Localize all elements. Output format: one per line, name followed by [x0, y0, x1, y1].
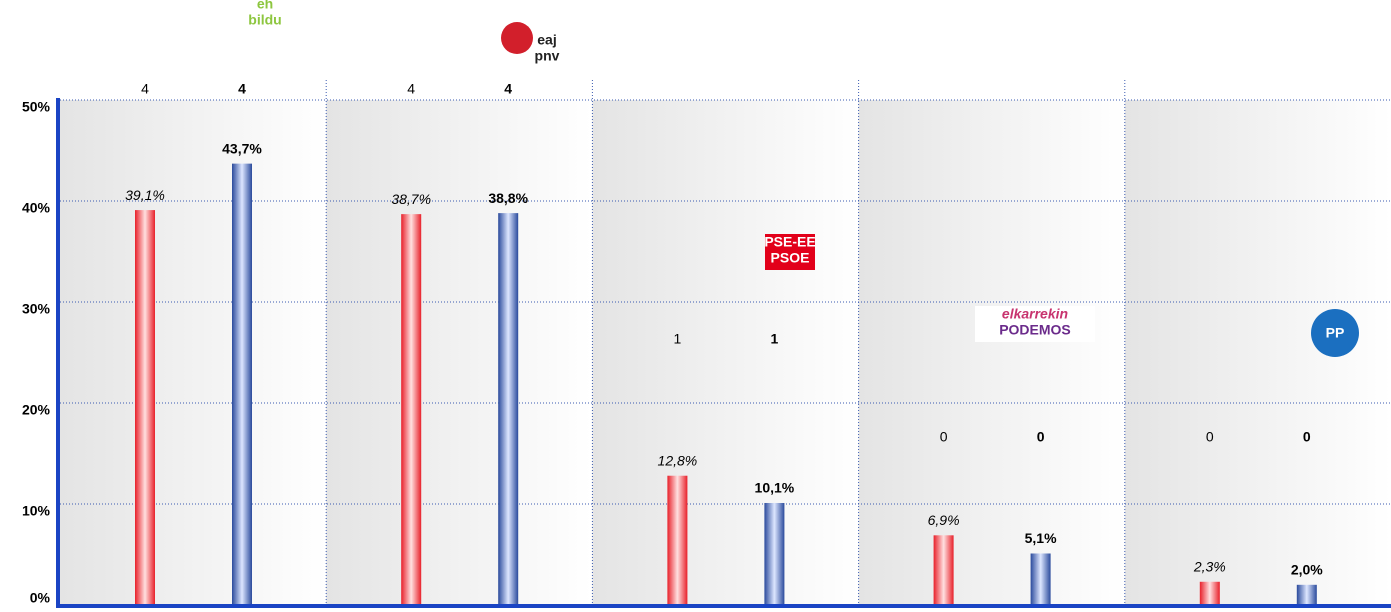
- logo-text: PODEMOS: [999, 322, 1071, 338]
- seat-count: 4: [407, 81, 415, 97]
- band-background: [592, 100, 859, 605]
- value-label: 5,1%: [1025, 530, 1057, 546]
- y-tick-label: 0%: [30, 590, 51, 606]
- bar: [1296, 584, 1317, 605]
- logo-text: eaj: [537, 32, 556, 48]
- value-label: 10,1%: [755, 480, 795, 496]
- value-label: 39,1%: [125, 187, 165, 203]
- y-tick-label: 10%: [22, 503, 51, 519]
- seat-count: 0: [1037, 429, 1045, 445]
- value-label: 38,8%: [488, 190, 528, 206]
- bar: [401, 214, 422, 605]
- logo-text: PP: [1326, 325, 1345, 341]
- y-tick-label: 20%: [22, 402, 51, 418]
- logo-text: PSOE: [771, 250, 810, 266]
- bar: [1030, 553, 1051, 605]
- logo-text: pnv: [535, 48, 560, 64]
- bar: [135, 210, 155, 605]
- logo: [975, 306, 1095, 342]
- value-label: 43,7%: [222, 140, 262, 156]
- seat-count: 4: [141, 81, 149, 97]
- logo-text: elkarrekin: [1002, 306, 1068, 322]
- y-tick-label: 50%: [22, 99, 51, 115]
- bar: [232, 163, 252, 605]
- bar: [764, 502, 785, 605]
- value-label: 6,9%: [928, 512, 960, 528]
- band-background: [1124, 100, 1391, 605]
- logo: [1311, 309, 1359, 357]
- seat-count: 0: [1206, 429, 1214, 445]
- seat-count: 4: [238, 81, 246, 97]
- bar: [933, 535, 954, 605]
- band-background: [326, 100, 593, 605]
- logo: [765, 234, 815, 270]
- logo-text: eh: [257, 0, 273, 12]
- logo-text: PSE-EE: [764, 234, 815, 250]
- value-label: 12,8%: [658, 452, 698, 468]
- y-tick-label: 30%: [22, 301, 51, 317]
- seat-count: 0: [1303, 429, 1311, 445]
- seat-count: 0: [940, 429, 948, 445]
- seat-count: 1: [674, 331, 682, 347]
- bar: [667, 475, 688, 605]
- band-background: [60, 100, 327, 605]
- logo: [501, 22, 533, 54]
- y-tick-label: 40%: [22, 200, 51, 216]
- value-label: 38,7%: [391, 191, 431, 207]
- value-label: 2,0%: [1291, 562, 1323, 578]
- seat-count: 1: [771, 331, 779, 347]
- seat-count: 4: [504, 81, 512, 97]
- logo-text: bildu: [248, 12, 281, 28]
- value-label: 2,3%: [1193, 558, 1226, 574]
- bar: [1199, 581, 1220, 605]
- band-background: [858, 100, 1125, 605]
- bar: [498, 213, 519, 605]
